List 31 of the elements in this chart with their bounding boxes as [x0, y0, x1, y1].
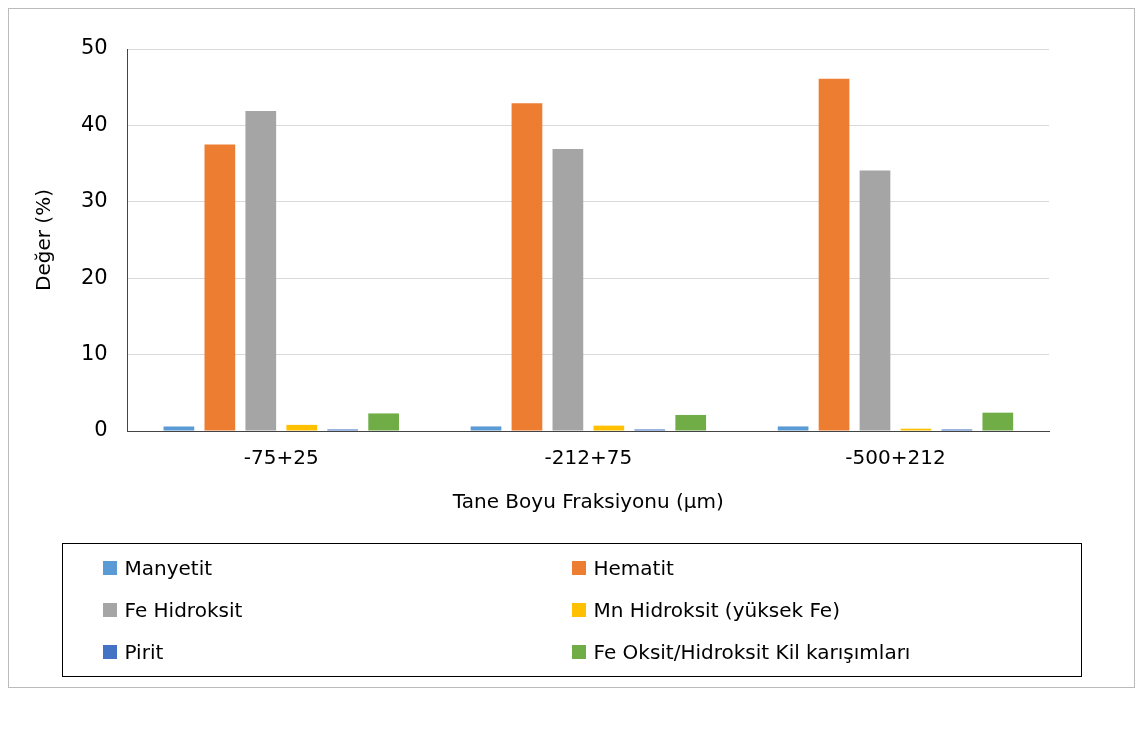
- x-tick-label: -75+25: [243, 445, 319, 470]
- bar: [593, 425, 625, 431]
- y-tick-label: 0: [94, 417, 108, 442]
- legend-label: Pirit: [124, 640, 164, 664]
- bar: [204, 144, 236, 431]
- y-tick-label: 10: [80, 341, 108, 366]
- x-tick-label: -500+212: [845, 445, 946, 470]
- bar: [859, 170, 891, 431]
- y-tick-label: 50: [80, 35, 108, 60]
- legend-label: Manyetit: [124, 556, 213, 580]
- bar: [470, 426, 502, 431]
- legend-label: Fe Hidroksit: [124, 598, 243, 622]
- bar: [511, 103, 543, 431]
- x-axis-title: Tane Boyu Fraksiyonu (μm): [451, 489, 724, 514]
- bar: [245, 110, 277, 431]
- bar: [818, 78, 850, 431]
- y-tick-label: 20: [80, 264, 108, 289]
- bar: [163, 426, 195, 431]
- x-tick-label: -212+75: [544, 445, 633, 470]
- bar: [368, 413, 399, 431]
- bar: [675, 414, 707, 431]
- bar: [982, 412, 1014, 431]
- legend-label: Fe Oksit/Hidroksit Kil karışımları: [593, 640, 911, 664]
- bar: [777, 426, 809, 431]
- bar: [552, 149, 584, 431]
- y-axis-title: Değer (%): [31, 189, 56, 291]
- legend-label: Hematit: [593, 556, 674, 580]
- bar: [286, 424, 318, 431]
- y-tick-label: 30: [80, 188, 108, 213]
- legend-label: Mn Hidroksit (yüksek Fe): [593, 598, 840, 622]
- y-tick-label: 40: [80, 111, 108, 136]
